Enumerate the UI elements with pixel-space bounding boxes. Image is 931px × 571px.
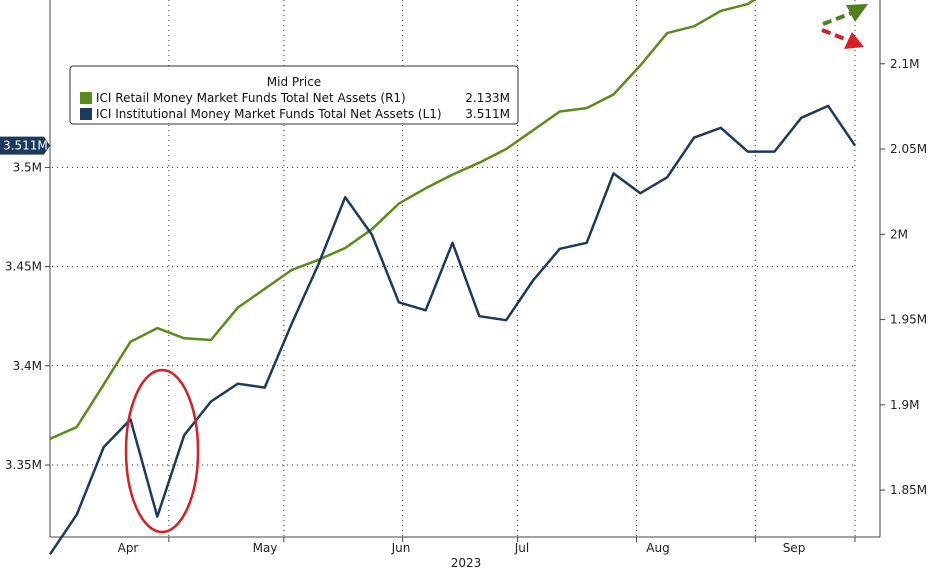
- legend-label: ICI Retail Money Market Funds Total Net …: [96, 91, 406, 105]
- legend-label: ICI Institutional Money Market Funds Tot…: [96, 107, 442, 121]
- left-tick-label: 3.35M: [5, 458, 42, 472]
- series-line-retail: [49, 0, 757, 441]
- left-tick-label: 3.5M: [13, 160, 42, 174]
- legend: Mid Price ICI Retail Money Market Funds T…: [69, 65, 519, 125]
- legend-title: Mid Price: [267, 75, 321, 89]
- x-tick-label: May: [253, 541, 278, 555]
- institutional-badge-text: 3.511M: [3, 139, 48, 153]
- green-arrow-shaft: [822, 11, 853, 26]
- x-tick-label: Jul: [514, 541, 529, 555]
- x-tick-label: Sep: [783, 541, 806, 555]
- left-tick-label: 3.4M: [13, 359, 42, 373]
- right-tick-label: 1.85M: [890, 483, 927, 497]
- right-tick-label: 1.9M: [890, 398, 919, 412]
- axis-layer: 3.35M 3.4M 3.45M 3.5M 1.85M 1.9M 1.95M 2M 2.05M 2…: [5, 0, 927, 570]
- legend-value: 3.511M: [465, 107, 510, 121]
- red-arrow-shaft: [821, 28, 851, 43]
- legend-swatch: [80, 92, 92, 104]
- annotation-layer: 2.133M 3.511M: [0, 4, 868, 534]
- right-tick-label: 2M: [890, 227, 908, 241]
- right-tick-label: 1.95M: [890, 313, 927, 327]
- x-tick-label: Aug: [646, 541, 669, 555]
- legend-box: [69, 65, 519, 125]
- red-arrow-head: [844, 32, 864, 49]
- x-year-label: 2023: [451, 556, 482, 570]
- right-tick-label: 2.1M: [890, 57, 919, 71]
- x-tick-label: Apr: [118, 541, 139, 555]
- right-tick-label: 2.05M: [890, 142, 927, 156]
- left-tick-label: 3.45M: [5, 260, 42, 274]
- institutional-last-value-badge: 3.511M: [0, 136, 50, 155]
- x-tick-label: Jun: [391, 541, 411, 555]
- red-down-arrow: [821, 28, 864, 49]
- legend-value: 2.133M: [465, 91, 510, 105]
- series-line-institutional: [48, 104, 857, 555]
- highlight-ellipse: [124, 368, 200, 534]
- green-arrow-head: [846, 4, 868, 22]
- series-layer: [48, 0, 857, 555]
- institutional-badge-shape: [0, 136, 50, 155]
- legend-swatch: [80, 108, 92, 120]
- green-up-arrow: [822, 4, 868, 26]
